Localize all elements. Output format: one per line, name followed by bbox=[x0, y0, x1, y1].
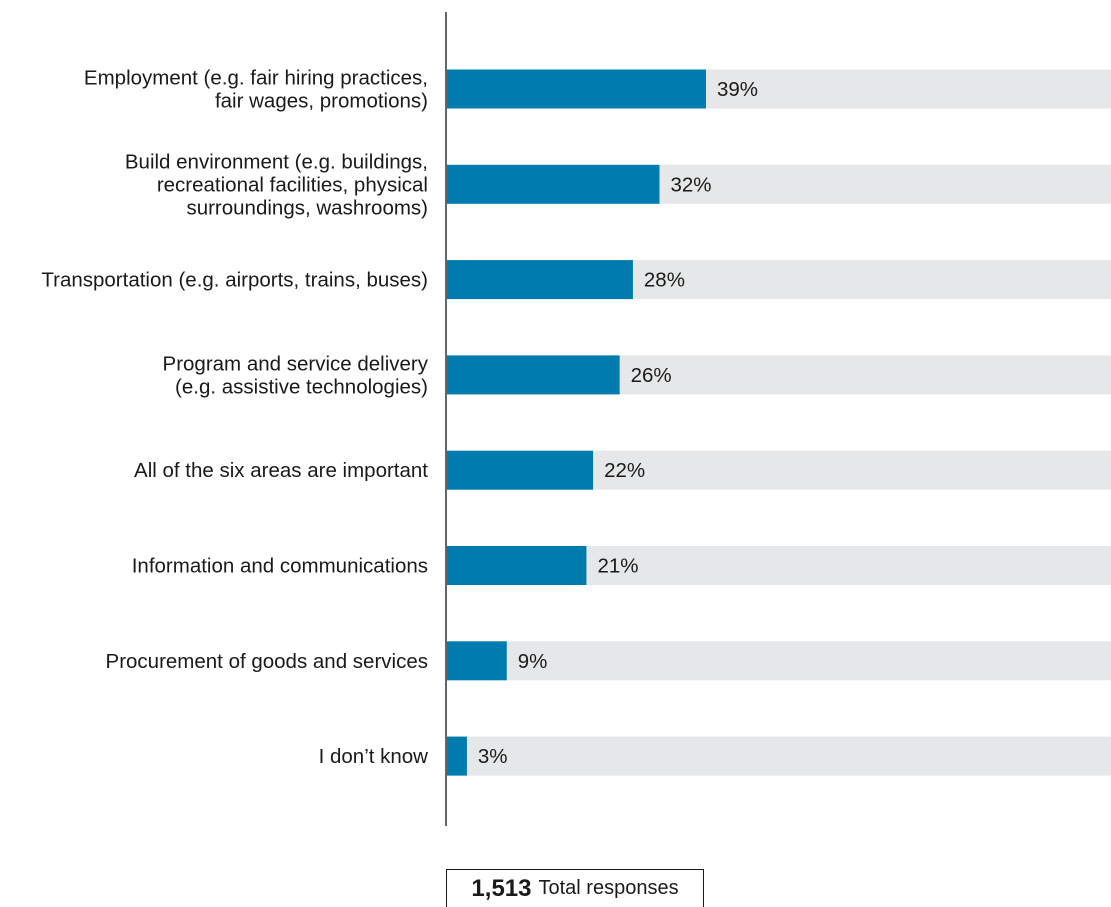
bar-track bbox=[447, 736, 1111, 776]
category-label-line: Transportation (e.g. airports, trains, b… bbox=[41, 269, 428, 292]
category-label-line: All of the six areas are important bbox=[134, 459, 428, 482]
value-label: 28% bbox=[644, 269, 685, 292]
category-label: I don’t know bbox=[319, 745, 429, 768]
category-label-line: Build environment (e.g. buildings, bbox=[125, 150, 428, 173]
value-label: 32% bbox=[670, 173, 711, 196]
bar-track bbox=[447, 641, 1111, 681]
total-responses-number: 1,513 bbox=[471, 874, 532, 902]
value-label: 22% bbox=[604, 459, 645, 482]
category-label-line: (e.g. assistive technologies) bbox=[175, 375, 428, 398]
category-label: Employment (e.g. fair hiring practices, f… bbox=[84, 67, 428, 113]
bar bbox=[447, 355, 620, 395]
bar bbox=[447, 260, 633, 300]
category-label-line: Information and communications bbox=[132, 555, 428, 578]
bar bbox=[447, 736, 467, 776]
category-label-line: Employment (e.g. fair hiring practices, bbox=[84, 67, 428, 90]
bar bbox=[447, 450, 594, 490]
bar bbox=[447, 641, 507, 681]
category-label-line: Program and service delivery bbox=[163, 352, 429, 375]
value-label: 39% bbox=[717, 78, 758, 101]
value-label: 21% bbox=[597, 555, 638, 578]
total-responses-label: Total responses bbox=[538, 877, 679, 899]
category-label-line: I don’t know bbox=[319, 745, 429, 768]
category-label: Information and communications bbox=[132, 555, 428, 578]
value-label: 9% bbox=[518, 650, 548, 673]
category-label: Transportation (e.g. airports, trains, b… bbox=[41, 269, 428, 292]
category-label: All of the six areas are important bbox=[134, 459, 428, 482]
value-label: 3% bbox=[478, 745, 508, 768]
value-label: 26% bbox=[631, 364, 672, 387]
total-responses-box: 1,513 Total responses bbox=[446, 869, 704, 907]
category-label: Build environment (e.g. buildings, recrea… bbox=[125, 150, 428, 219]
category-label-line: surroundings, washrooms) bbox=[186, 196, 428, 219]
bar bbox=[447, 69, 706, 109]
category-label-line: fair wages, promotions) bbox=[215, 90, 428, 113]
category-label-line: Procurement of goods and services bbox=[106, 650, 428, 673]
category-label-line: recreational facilities, physical bbox=[157, 173, 428, 196]
bar bbox=[447, 546, 587, 585]
category-labels: Employment (e.g. fair hiring practices, f… bbox=[41, 67, 428, 769]
bar bbox=[447, 164, 660, 204]
category-label: Procurement of goods and services bbox=[106, 650, 428, 673]
bars-layer: 39% 32% 28% 26% 22% 21% 9% 3% bbox=[447, 69, 1111, 776]
category-label: Program and service delivery (e.g. assist… bbox=[163, 352, 429, 398]
